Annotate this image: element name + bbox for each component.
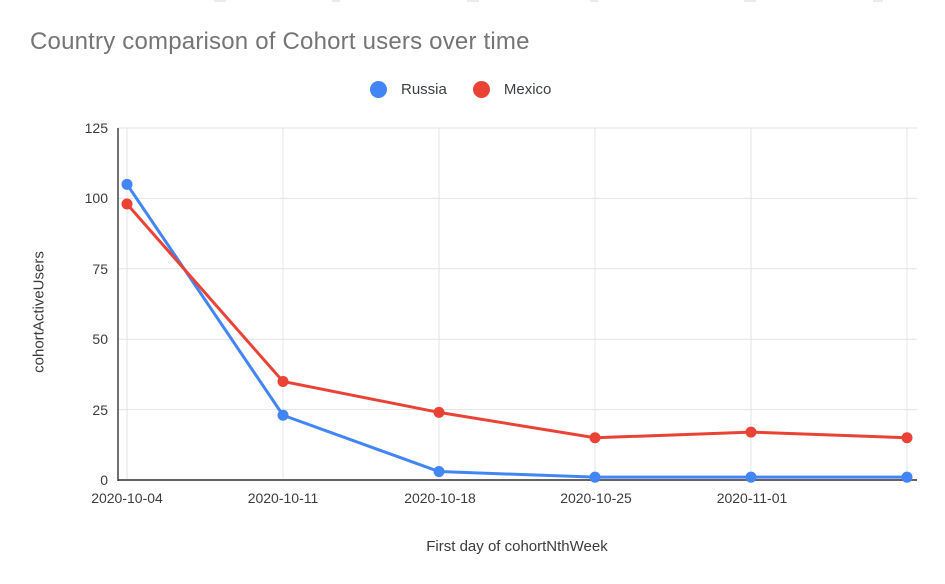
- y-tick-label: 25: [92, 402, 108, 418]
- legend-swatch-russia-icon: [370, 81, 387, 98]
- x-tick-label: 2020-10-04: [91, 490, 163, 506]
- y-tick-label: 50: [92, 331, 108, 347]
- legend-item-mexico[interactable]: Mexico: [472, 81, 552, 98]
- screenshot-edge-artifact: [873, 0, 883, 2]
- screenshot-edge-artifact: [214, 0, 226, 2]
- x-tick-label: 2020-11-01: [716, 490, 788, 506]
- legend-label-mexico: Mexico: [503, 81, 552, 98]
- x-axis-title: First day of cohortNthWeek: [426, 538, 608, 555]
- x-tick-label: 2020-10-18: [404, 490, 476, 506]
- screenshot-edge-artifact: [590, 0, 598, 2]
- screenshot-edge-artifact: [744, 0, 756, 2]
- chart-title: Country comparison of Cohort users over …: [30, 28, 530, 55]
- y-tick-label: 75: [92, 261, 108, 277]
- y-tick-label: 125: [84, 120, 108, 136]
- legend-item-russia[interactable]: Russia: [370, 81, 447, 98]
- y-tick-label: 100: [84, 190, 108, 206]
- legend: Russia Mexico: [370, 81, 551, 98]
- x-tick-label: 2020-10-11: [247, 490, 319, 506]
- x-tick-label: 2020-10-25: [560, 490, 632, 506]
- screenshot-edge-artifact: [332, 0, 340, 2]
- screenshot-edge-artifact: [467, 0, 479, 2]
- y-tick-label: 0: [100, 472, 108, 488]
- legend-swatch-mexico-icon: [472, 81, 490, 98]
- legend-label-russia: Russia: [401, 81, 447, 98]
